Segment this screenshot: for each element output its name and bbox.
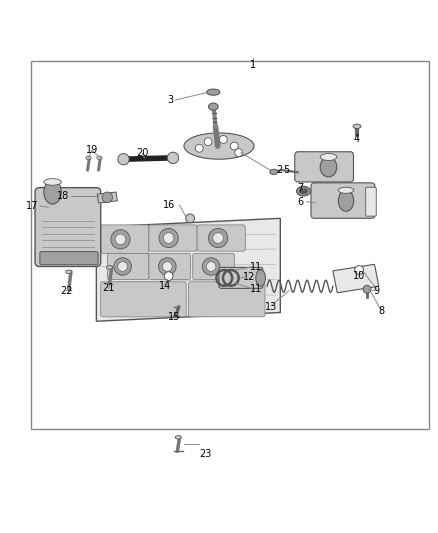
FancyBboxPatch shape <box>40 252 98 265</box>
Text: 17: 17 <box>26 201 39 212</box>
Ellipse shape <box>297 187 311 196</box>
Text: 21: 21 <box>102 284 115 293</box>
FancyBboxPatch shape <box>219 268 263 288</box>
FancyBboxPatch shape <box>35 188 101 266</box>
Circle shape <box>208 229 228 248</box>
Circle shape <box>114 258 131 275</box>
Bar <box>31 61 429 429</box>
Circle shape <box>186 214 194 223</box>
FancyBboxPatch shape <box>311 183 375 219</box>
Text: 8: 8 <box>378 306 384 316</box>
FancyBboxPatch shape <box>101 225 149 253</box>
Circle shape <box>118 262 127 271</box>
Ellipse shape <box>320 154 337 160</box>
Circle shape <box>195 144 203 152</box>
Ellipse shape <box>256 270 265 286</box>
FancyBboxPatch shape <box>149 253 191 280</box>
Text: 3: 3 <box>167 95 173 105</box>
Circle shape <box>202 258 220 275</box>
FancyBboxPatch shape <box>193 253 234 280</box>
Text: 18: 18 <box>57 191 69 201</box>
Ellipse shape <box>175 435 181 439</box>
Text: 16: 16 <box>163 200 175 210</box>
Ellipse shape <box>66 270 72 273</box>
Circle shape <box>363 285 371 293</box>
Circle shape <box>164 272 173 280</box>
Ellipse shape <box>44 180 61 204</box>
Text: 9: 9 <box>374 286 380 296</box>
Ellipse shape <box>338 190 354 211</box>
Ellipse shape <box>44 179 61 185</box>
FancyBboxPatch shape <box>188 282 265 317</box>
Circle shape <box>206 262 216 271</box>
FancyBboxPatch shape <box>197 225 245 251</box>
FancyBboxPatch shape <box>149 225 197 251</box>
Circle shape <box>115 234 126 245</box>
Ellipse shape <box>338 187 354 193</box>
Text: 14: 14 <box>159 281 172 291</box>
Circle shape <box>159 229 178 248</box>
Ellipse shape <box>207 89 220 95</box>
Text: 1: 1 <box>250 60 256 70</box>
Text: 6: 6 <box>298 197 304 207</box>
Circle shape <box>355 265 364 274</box>
Ellipse shape <box>353 124 361 128</box>
Text: 10: 10 <box>353 271 365 281</box>
Ellipse shape <box>86 156 91 159</box>
Circle shape <box>213 233 223 244</box>
Circle shape <box>111 230 130 249</box>
Text: 15: 15 <box>168 312 180 322</box>
Text: 22: 22 <box>60 286 73 296</box>
Text: 2: 2 <box>276 165 282 175</box>
Polygon shape <box>96 219 280 321</box>
Text: 23: 23 <box>199 449 212 459</box>
Ellipse shape <box>320 157 337 177</box>
Text: 11: 11 <box>250 284 262 294</box>
Polygon shape <box>97 192 117 203</box>
Circle shape <box>159 258 176 275</box>
Text: 13: 13 <box>265 302 277 312</box>
Text: 4: 4 <box>354 134 360 144</box>
Circle shape <box>163 233 174 244</box>
Text: 5: 5 <box>283 165 289 175</box>
Text: 11: 11 <box>250 262 262 271</box>
Circle shape <box>235 149 243 157</box>
FancyBboxPatch shape <box>101 282 186 317</box>
Text: 12: 12 <box>243 272 255 282</box>
Circle shape <box>167 152 179 164</box>
Text: 7: 7 <box>297 183 303 192</box>
Circle shape <box>204 138 212 146</box>
Polygon shape <box>333 264 379 293</box>
Circle shape <box>219 135 227 143</box>
Text: 19: 19 <box>86 146 98 156</box>
Circle shape <box>162 262 172 271</box>
Ellipse shape <box>300 189 307 194</box>
Text: 20: 20 <box>136 149 148 158</box>
FancyBboxPatch shape <box>107 253 149 280</box>
FancyBboxPatch shape <box>295 152 353 182</box>
Ellipse shape <box>208 103 218 110</box>
Circle shape <box>118 154 129 165</box>
Ellipse shape <box>270 169 278 174</box>
Ellipse shape <box>184 133 254 159</box>
Ellipse shape <box>106 265 113 269</box>
Ellipse shape <box>97 156 102 159</box>
Circle shape <box>102 192 113 203</box>
Circle shape <box>230 142 238 150</box>
FancyBboxPatch shape <box>366 187 376 216</box>
